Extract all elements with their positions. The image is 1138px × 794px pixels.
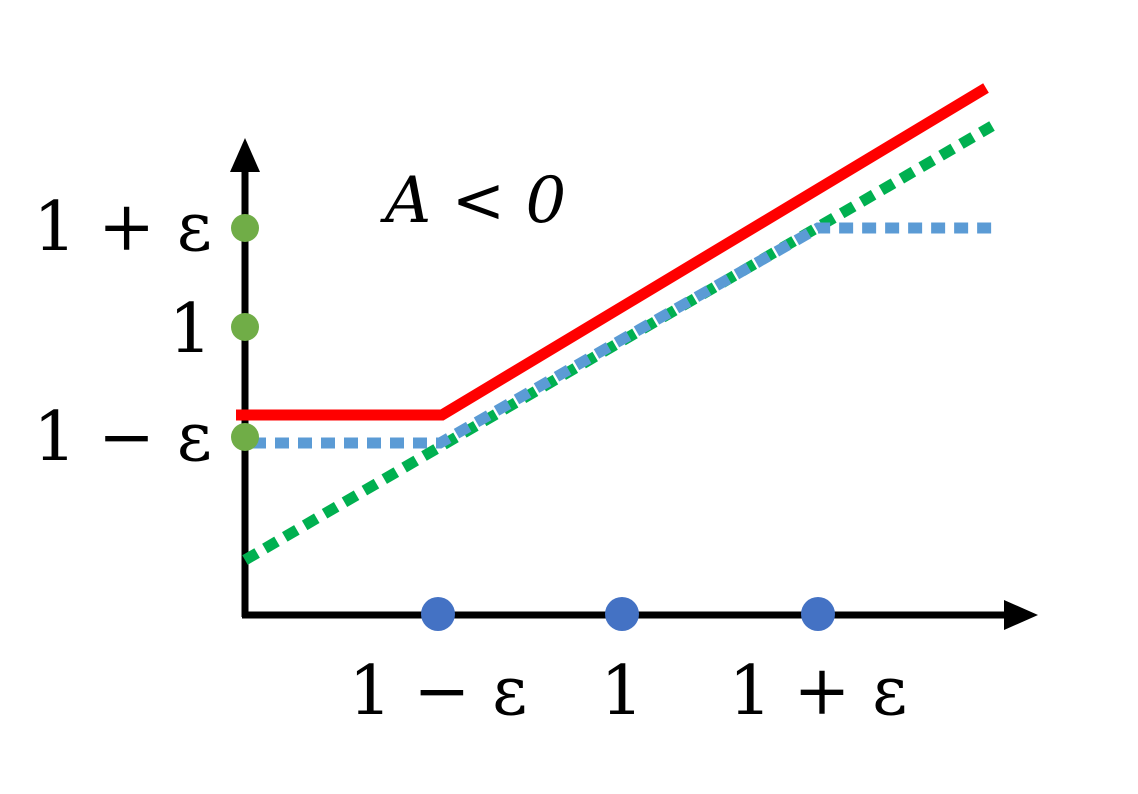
- diagram-title: A < 0: [380, 164, 566, 238]
- y-tick-label: 1 − ε: [33, 398, 212, 477]
- x-marker-1-minus-eps: [421, 597, 455, 631]
- blue-dotted-line: [252, 222, 992, 449]
- x-marker-1-plus-eps: [801, 597, 835, 631]
- y-marker-1-plus-eps: [231, 214, 259, 242]
- x-tick-label: 1 + ε: [729, 652, 908, 731]
- y-tick-label: 1: [169, 290, 212, 369]
- red-line: [236, 83, 989, 421]
- x-tick-label: 1 − ε: [349, 652, 528, 731]
- y-marker-1: [231, 313, 259, 341]
- y-tick-label: 1 + ε: [33, 188, 212, 267]
- y-axis-arrow-icon: [230, 138, 260, 172]
- x-marker-1: [605, 597, 639, 631]
- y-marker-1-minus-eps: [231, 423, 259, 451]
- x-axis-arrow-icon: [1004, 600, 1038, 630]
- green-dotted-line: [242, 121, 995, 565]
- x-tick-label: 1: [600, 652, 643, 731]
